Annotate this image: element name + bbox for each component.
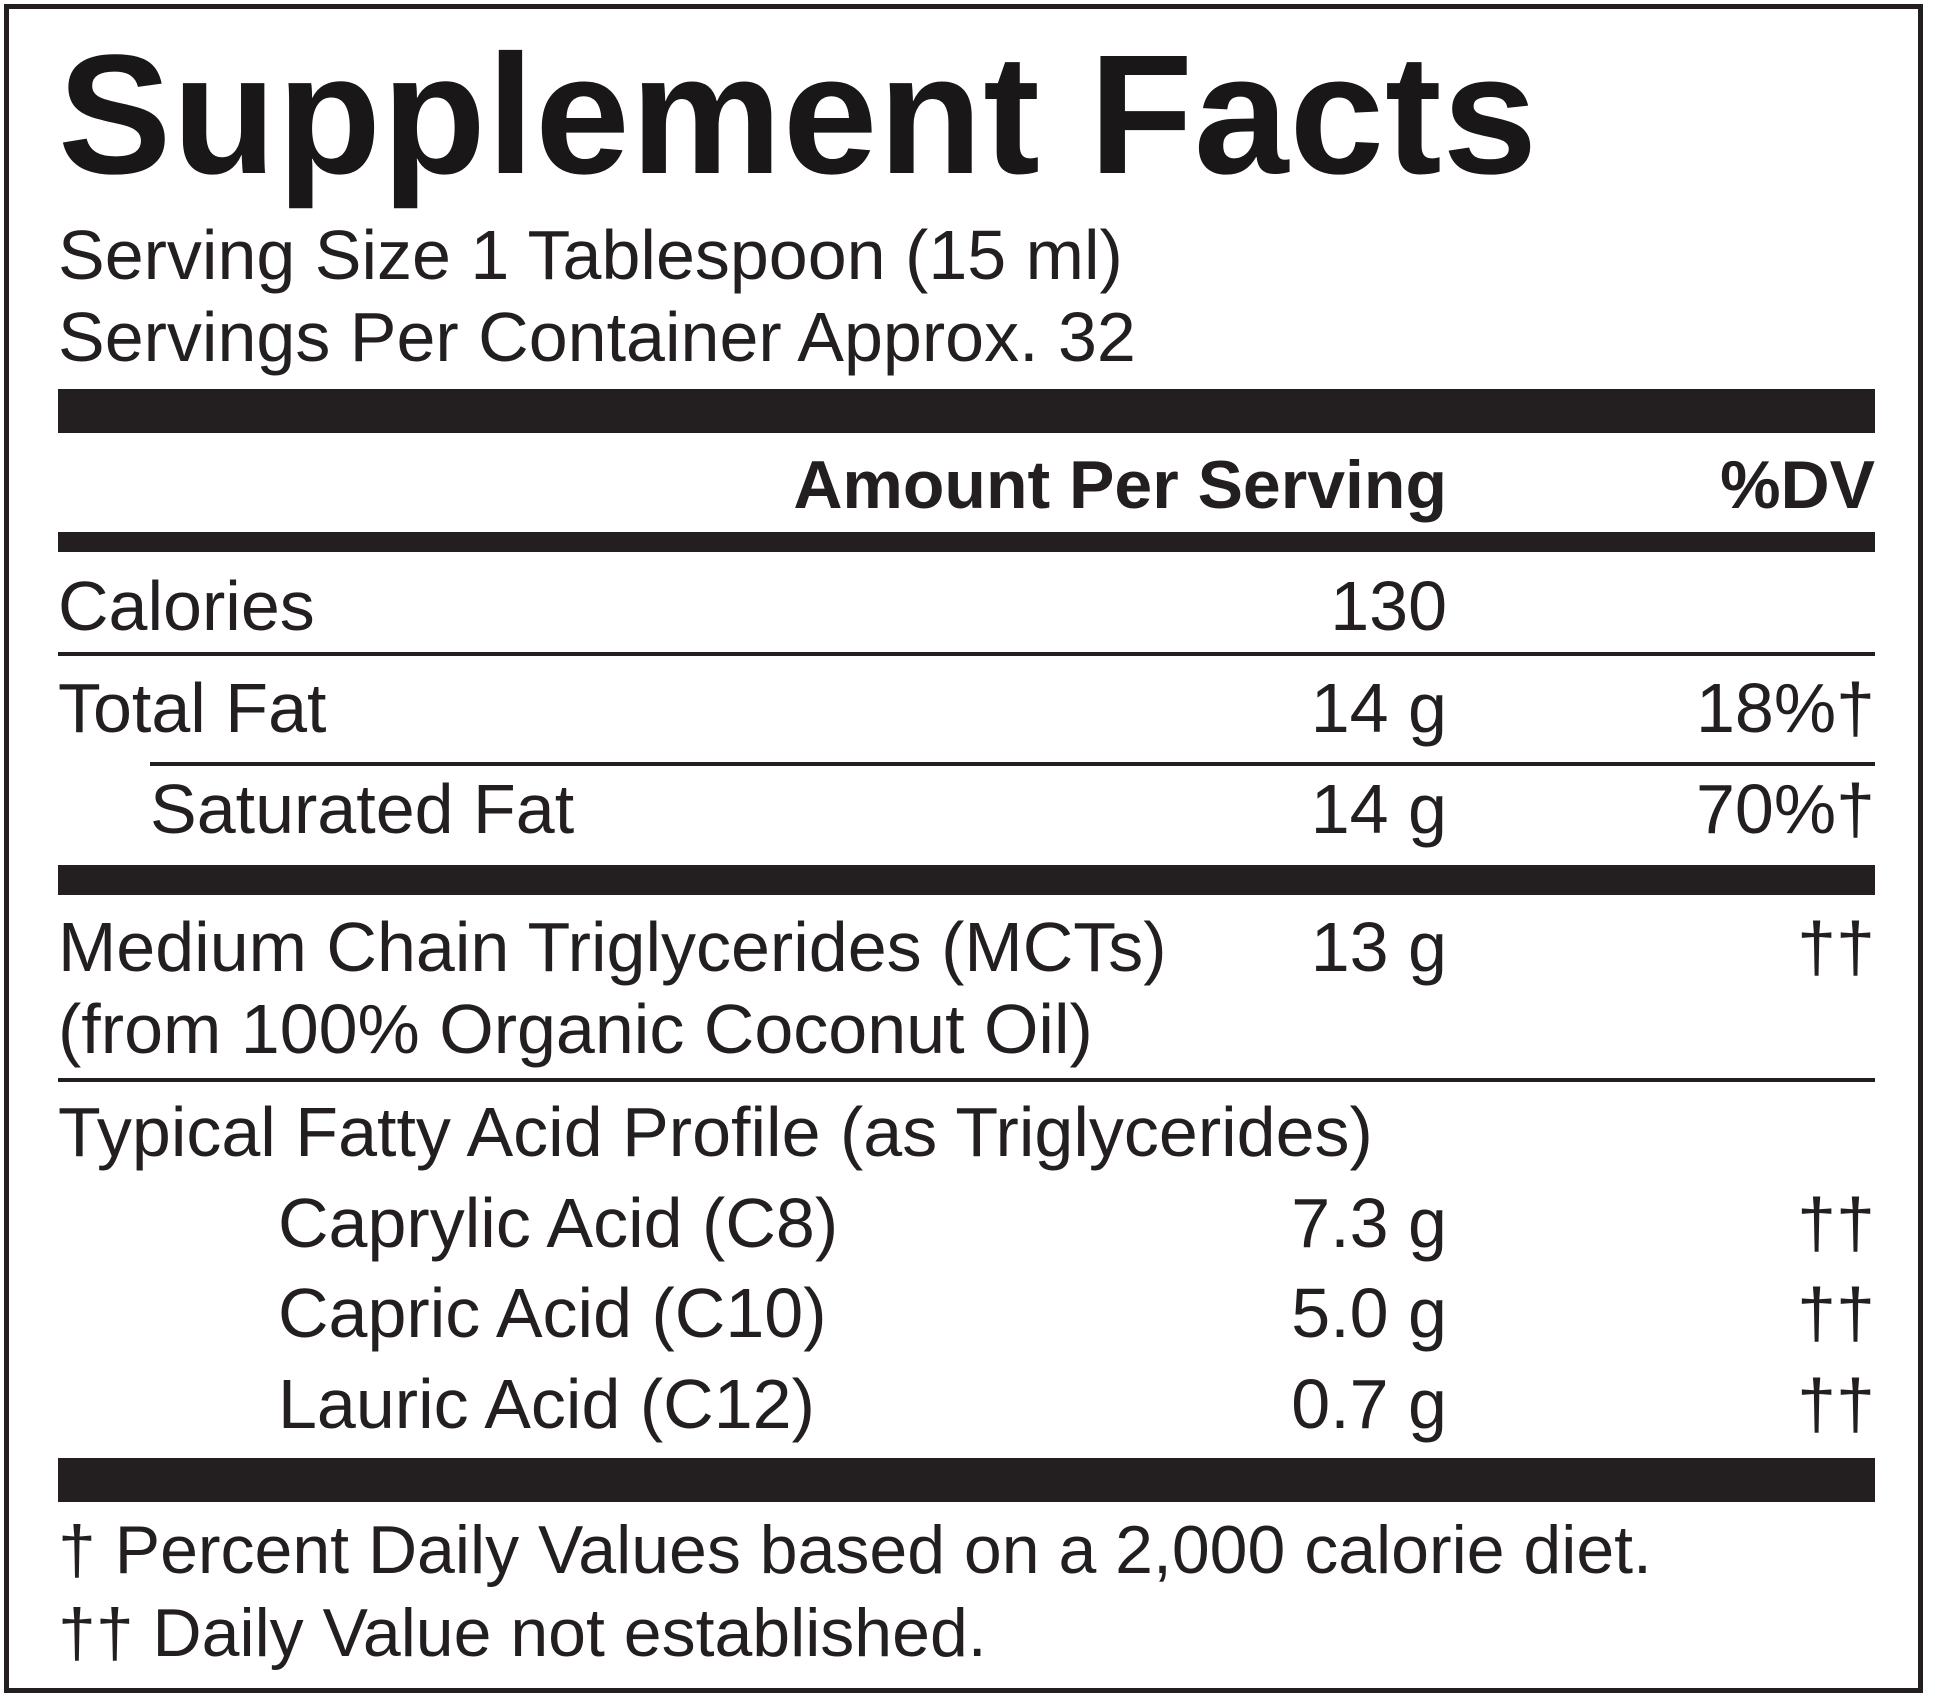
mct-amount: 13 g: [1310, 908, 1447, 986]
thin-divider: [58, 1078, 1875, 1082]
footnote-dv: † Percent Daily Values based on a 2,000 …: [58, 1512, 1652, 1588]
footnote-not-established: †† Daily Value not established.: [58, 1595, 987, 1671]
calories-label: Calories: [58, 567, 315, 645]
thin-divider: [58, 652, 1875, 656]
thick-divider: [58, 1458, 1875, 1502]
thin-divider-indented: [150, 762, 1875, 766]
total-fat-dv: 18%†: [1695, 669, 1875, 747]
fatty-acid-profile-heading: Typical Fatty Acid Profile (as Triglycer…: [58, 1093, 1373, 1171]
profile-item-amount: 7.3 g: [1291, 1184, 1447, 1262]
supplement-facts-panel: [4, 4, 1923, 1693]
calories-amount: 130: [1330, 567, 1447, 645]
profile-item-dv: ††: [1797, 1274, 1875, 1352]
saturated-fat-amount: 14 g: [1310, 770, 1447, 848]
mct-label-line2: (from 100% Organic Coconut Oil): [58, 990, 1093, 1068]
total-fat-amount: 14 g: [1310, 669, 1447, 747]
profile-item-amount: 0.7 g: [1291, 1365, 1447, 1443]
dv-header: %DV: [1720, 447, 1875, 523]
serving-size: Serving Size 1 Tablespoon (15 ml): [58, 216, 1123, 294]
thick-divider: [58, 389, 1875, 433]
mct-dv: ††: [1797, 908, 1875, 986]
label-title: Supplement Facts: [58, 20, 1539, 210]
medium-divider: [58, 865, 1875, 895]
profile-item-dv: ††: [1797, 1184, 1875, 1262]
amount-per-serving-header: Amount Per Serving: [793, 447, 1447, 523]
profile-item-label: Lauric Acid (C12): [278, 1365, 815, 1443]
saturated-fat-dv: 70%†: [1695, 770, 1875, 848]
profile-item-label: Caprylic Acid (C8): [278, 1184, 839, 1262]
servings-per-container: Servings Per Container Approx. 32: [58, 298, 1136, 376]
profile-item-dv: ††: [1797, 1365, 1875, 1443]
medium-divider: [58, 532, 1875, 552]
mct-label-line1: Medium Chain Triglycerides (MCTs): [58, 908, 1167, 986]
saturated-fat-label: Saturated Fat: [150, 770, 575, 848]
profile-item-amount: 5.0 g: [1291, 1274, 1447, 1352]
total-fat-label: Total Fat: [58, 669, 327, 747]
profile-item-label: Capric Acid (C10): [278, 1274, 827, 1352]
